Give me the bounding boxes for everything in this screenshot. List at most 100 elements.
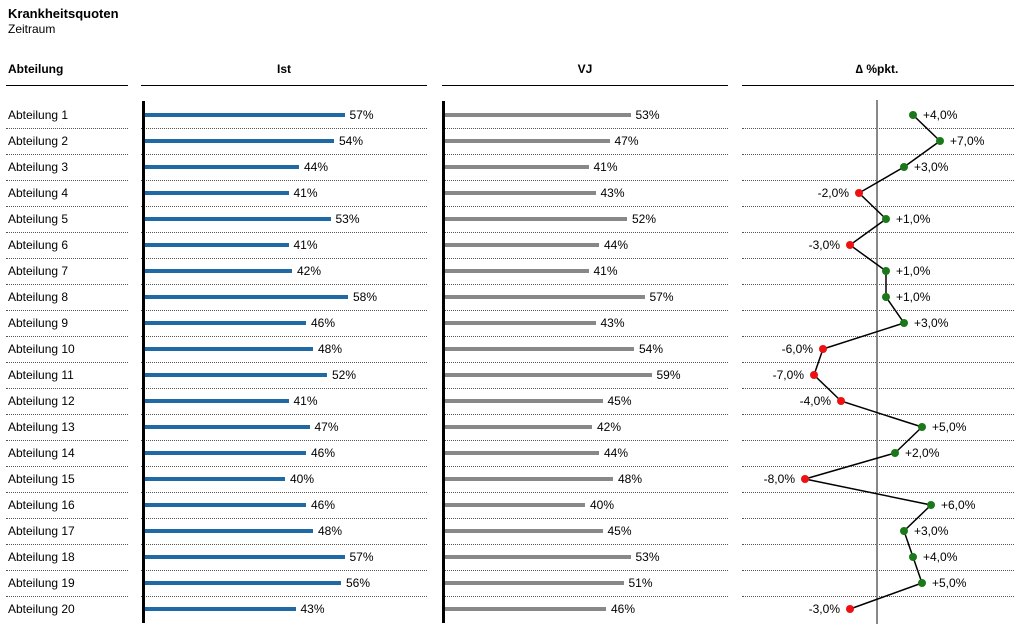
row-separator <box>141 570 427 571</box>
row-separator <box>6 466 128 467</box>
row-separator <box>442 154 728 155</box>
row-label: Abteilung 15 <box>8 472 75 486</box>
vj-value-label: 44% <box>604 446 629 460</box>
row-separator <box>141 310 427 311</box>
ist-value-label: 46% <box>311 498 336 512</box>
row-label: Abteilung 18 <box>8 550 75 564</box>
row-separator <box>442 466 728 467</box>
row-label: Abteilung 12 <box>8 394 75 408</box>
row-label: Abteilung 1 <box>8 108 69 122</box>
delta-value-label: +1,0% <box>896 212 931 226</box>
delta-line <box>804 114 942 610</box>
delta-point <box>810 371 818 379</box>
vj-bar <box>445 555 631 559</box>
vj-value-label: 53% <box>635 550 660 564</box>
ist-bar <box>145 139 334 143</box>
row-separator <box>6 544 128 545</box>
ist-bar <box>145 607 296 611</box>
row-separator <box>442 492 728 493</box>
row-label: Abteilung 9 <box>8 316 69 330</box>
header-rule-delta <box>742 85 1014 86</box>
row-label: Abteilung 10 <box>8 342 75 356</box>
vj-bar <box>445 373 652 377</box>
vj-value-label: 59% <box>656 368 681 382</box>
ist-bar <box>145 191 289 195</box>
vj-bar <box>445 113 631 117</box>
delta-point <box>909 111 917 119</box>
delta-value-label: -8,0% <box>764 472 796 486</box>
ist-bar <box>145 399 289 403</box>
row-label: Abteilung 20 <box>8 602 75 616</box>
delta-value-label: +2,0% <box>905 446 940 460</box>
row-label: Abteilung 3 <box>8 160 69 174</box>
row-separator <box>141 596 427 597</box>
row-label: Abteilung 5 <box>8 212 69 226</box>
row-separator <box>6 128 128 129</box>
row-label: Abteilung 4 <box>8 186 69 200</box>
delta-point <box>819 345 827 353</box>
ist-value-label: 46% <box>311 446 336 460</box>
vj-bar <box>445 217 627 221</box>
ist-value-label: 43% <box>300 602 325 616</box>
vj-value-label: 43% <box>600 316 625 330</box>
row-separator <box>6 258 128 259</box>
delta-value-label: +1,0% <box>896 264 931 278</box>
row-separator <box>6 596 128 597</box>
delta-value-label: +4,0% <box>923 550 958 564</box>
ist-bar <box>145 581 341 585</box>
header-delta: ∆ %pkt. <box>855 62 899 76</box>
row-label: Abteilung 8 <box>8 290 69 304</box>
row-separator <box>6 154 128 155</box>
delta-value-label: -2,0% <box>818 186 850 200</box>
ist-value-label: 47% <box>314 420 339 434</box>
vj-value-label: 48% <box>618 472 643 486</box>
delta-point <box>846 605 854 613</box>
ist-bar <box>145 113 345 117</box>
vj-value-label: 44% <box>604 238 629 252</box>
ist-value-label: 48% <box>318 342 343 356</box>
ist-bar <box>145 373 327 377</box>
vj-bar <box>445 269 589 273</box>
delta-point <box>891 449 899 457</box>
row-separator <box>442 518 728 519</box>
row-separator <box>442 128 728 129</box>
ist-value-label: 54% <box>339 134 364 148</box>
row-separator <box>442 414 728 415</box>
vj-value-label: 51% <box>628 576 653 590</box>
vj-value-label: 54% <box>639 342 664 356</box>
ist-value-label: 40% <box>290 472 315 486</box>
delta-point <box>837 397 845 405</box>
header-rule-category <box>6 85 128 86</box>
ist-bar <box>145 269 292 273</box>
delta-point <box>900 319 908 327</box>
delta-point <box>882 215 890 223</box>
row-separator <box>141 284 427 285</box>
ist-bar <box>145 295 348 299</box>
vj-axis <box>442 101 445 623</box>
delta-value-label: +3,0% <box>914 160 949 174</box>
row-separator <box>141 232 427 233</box>
vj-bar <box>445 451 599 455</box>
vj-bar <box>445 165 589 169</box>
ist-bar <box>145 243 289 247</box>
vj-value-label: 45% <box>607 394 632 408</box>
vj-bar <box>445 399 603 403</box>
delta-point <box>882 267 890 275</box>
row-separator <box>442 544 728 545</box>
ist-bar <box>145 217 331 221</box>
row-separator <box>442 258 728 259</box>
vj-bar <box>445 347 634 351</box>
header-category: Abteilung <box>8 62 64 76</box>
row-separator <box>442 362 728 363</box>
delta-value-label: -6,0% <box>782 342 814 356</box>
row-separator <box>442 310 728 311</box>
vj-bar <box>445 139 610 143</box>
delta-value-label: +3,0% <box>914 316 949 330</box>
vj-value-label: 47% <box>614 134 639 148</box>
delta-value-label: +7,0% <box>950 134 985 148</box>
vj-bar <box>445 529 603 533</box>
ist-value-label: 56% <box>346 576 371 590</box>
ist-value-label: 41% <box>293 186 318 200</box>
vj-bar <box>445 503 585 507</box>
ist-bar <box>145 321 306 325</box>
